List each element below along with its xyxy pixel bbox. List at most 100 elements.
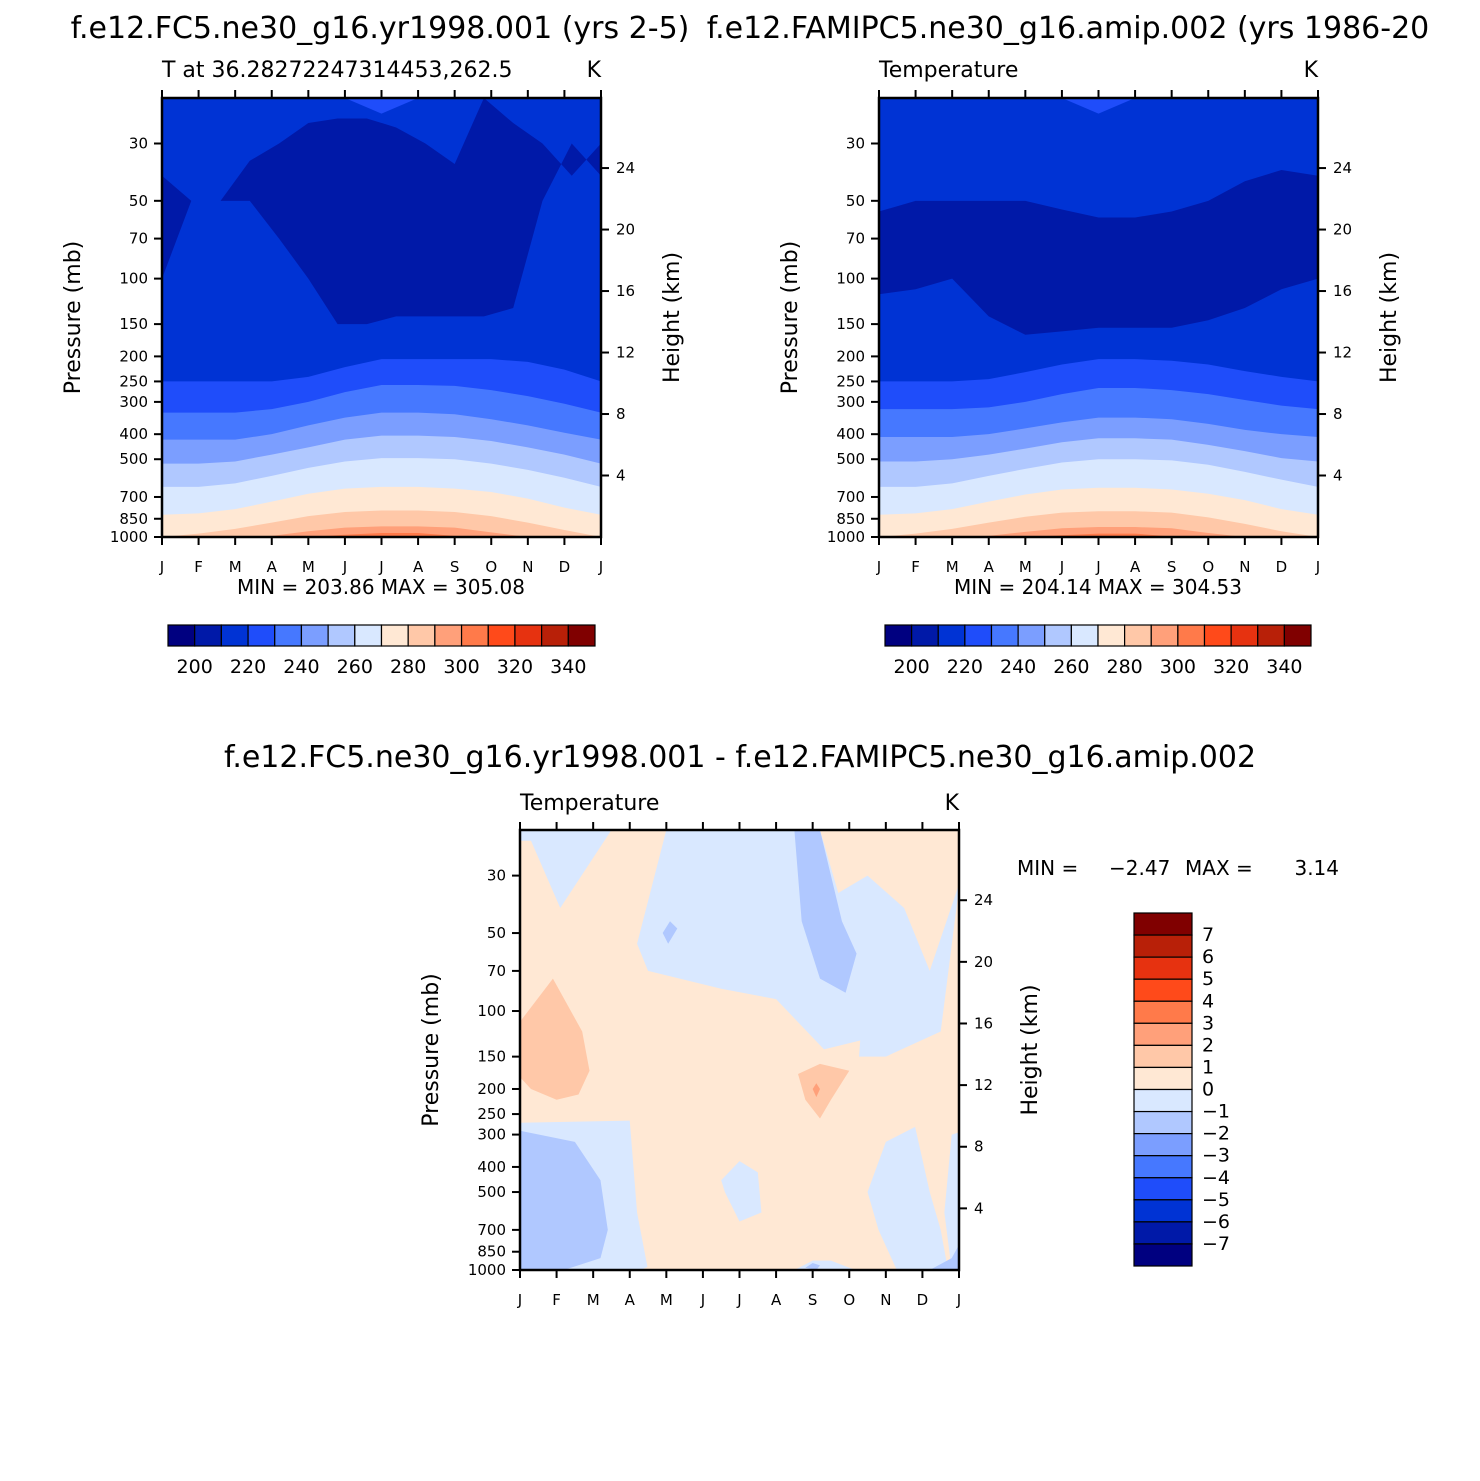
contour-fill-band [162, 526, 601, 537]
x-tick-label: A [413, 558, 424, 576]
colorbar-swatch [1133, 978, 1193, 1002]
pressure-tick-label: 30 [487, 867, 506, 885]
pressure-tick-label: 150 [836, 315, 865, 333]
contour-fill-group [879, 98, 1318, 537]
min-max-label: MIN = 204.14 MAX = 304.53 [954, 575, 1242, 599]
colorbar-label: 5 [1202, 968, 1214, 990]
colorbar-label: 220 [230, 656, 266, 678]
height-tick-label: 4 [974, 1199, 984, 1217]
colorbar-swatch [1017, 624, 1046, 647]
min-label: MIN = [1017, 856, 1078, 880]
height-tick-label: 24 [974, 891, 993, 909]
pressure-tick-label: 1000 [468, 1261, 506, 1279]
colorbar-label: −7 [1202, 1233, 1230, 1255]
contour-fill-group [520, 830, 959, 1270]
height-tick-label: 16 [974, 1014, 993, 1032]
x-tick-label: M [302, 558, 315, 576]
height-tick-label: 12 [1333, 344, 1352, 362]
pressure-tick-label: 400 [836, 425, 865, 443]
colorbar-swatch [434, 624, 463, 647]
pressure-tick-label: 50 [846, 192, 865, 210]
x-tick-label: J [378, 558, 383, 576]
colorbar-label: 320 [1213, 656, 1249, 678]
pressure-tick-label: 100 [836, 270, 865, 288]
x-tick-label: J [736, 1291, 741, 1309]
y-axis-right-title: Height (km) [660, 252, 685, 383]
contour-fill-band [879, 527, 1318, 537]
x-tick-label: D [559, 558, 571, 576]
colorbar-swatch [541, 624, 569, 647]
height-tick-label: 4 [1333, 467, 1343, 485]
x-tick-label: M [946, 558, 959, 576]
colorbar-swatch [1230, 624, 1259, 647]
pressure-tick-label: 50 [487, 924, 506, 942]
right-string: K [587, 58, 602, 83]
colorbar-swatch [514, 624, 543, 647]
colorbar-label: 6 [1202, 946, 1214, 968]
colorbar-label: 200 [177, 656, 213, 678]
pressure-tick-label: 250 [119, 372, 148, 390]
colorbar-swatch [1133, 1243, 1193, 1267]
colorbar-label: 280 [390, 656, 426, 678]
colorbar-swatch [1133, 912, 1193, 936]
colorbar-label: 2 [1202, 1034, 1214, 1056]
contour-fill-cold-core [879, 170, 1318, 335]
min-value: −2.47 [1109, 856, 1170, 880]
contour-fill-region [794, 830, 857, 993]
x-tick-label: O [1202, 558, 1214, 576]
pressure-tick-label: 500 [477, 1183, 506, 1201]
x-tick-label: J [700, 1291, 705, 1309]
pressure-tick-label: 70 [487, 962, 506, 980]
x-tick-label: A [625, 1291, 636, 1309]
contour-fill-region [867, 1126, 949, 1270]
y-axis-title: Pressure (mb) [419, 973, 444, 1127]
y-axis-right-title: Height (km) [1018, 984, 1043, 1115]
x-tick-label: N [1239, 558, 1250, 576]
x-tick-label: S [808, 1291, 818, 1309]
contour-fill-band [879, 533, 1318, 537]
contour-fill-region [805, 1263, 820, 1270]
x-tick-label: O [843, 1291, 855, 1309]
x-tick-label: J [1095, 558, 1100, 576]
contour-fill-band [162, 510, 601, 537]
pressure-tick-label: 850 [836, 510, 865, 528]
contour-fill-region [520, 1130, 608, 1270]
colorbar-label: 340 [1266, 656, 1302, 678]
x-tick-label: J [517, 1291, 522, 1309]
contour-fill-band [162, 533, 601, 537]
x-tick-label: J [159, 558, 164, 576]
colorbar-swatch [1133, 1044, 1193, 1069]
x-tick-label: M [660, 1291, 673, 1309]
x-tick-label: F [911, 558, 920, 576]
colorbar-swatch [1283, 624, 1312, 647]
panel-1: J F M A M J J A S O N D J 30 50 70 100 150 200 250 300 400 500… [61, 11, 689, 678]
max-value: 3.14 [1294, 856, 1339, 880]
height-tick-label: 8 [1333, 405, 1343, 423]
x-tick-label: J [1059, 558, 1064, 576]
left-string: Temperature [519, 791, 659, 816]
contour-fill-region [812, 1083, 820, 1098]
panel-2: J F M A M J J A S O N D J 30 50 70 100 150 200 250 300 400 500… [707, 11, 1430, 678]
height-tick-label: 16 [616, 282, 635, 300]
x-tick-label: F [194, 558, 203, 576]
height-tick-label: 16 [1333, 282, 1352, 300]
x-tick-label: J [598, 558, 603, 576]
contour-fill-region [944, 1132, 959, 1270]
colorbar-label: 260 [337, 656, 373, 678]
colorbar-label: 320 [497, 656, 533, 678]
colorbar-swatch [1070, 624, 1099, 647]
pressure-tick-label: 850 [119, 510, 148, 528]
x-tick-label: J [876, 558, 881, 576]
panel-title: f.e12.FC5.ne30_g16.yr1998.001 - f.e12.FA… [224, 740, 1256, 775]
x-tick-label: J [342, 558, 347, 576]
colorbar-swatch [1150, 624, 1179, 647]
height-tick-label: 4 [616, 467, 626, 485]
left-string: Temperature [878, 58, 1018, 83]
colorbar-label: −3 [1202, 1145, 1230, 1167]
pressure-tick-label: 300 [119, 393, 148, 411]
colorbar-swatch [460, 624, 489, 647]
height-tick-label: 8 [616, 405, 626, 423]
colorbar-label: 0 [1202, 1079, 1214, 1101]
pressure-tick-label: 100 [119, 270, 148, 288]
